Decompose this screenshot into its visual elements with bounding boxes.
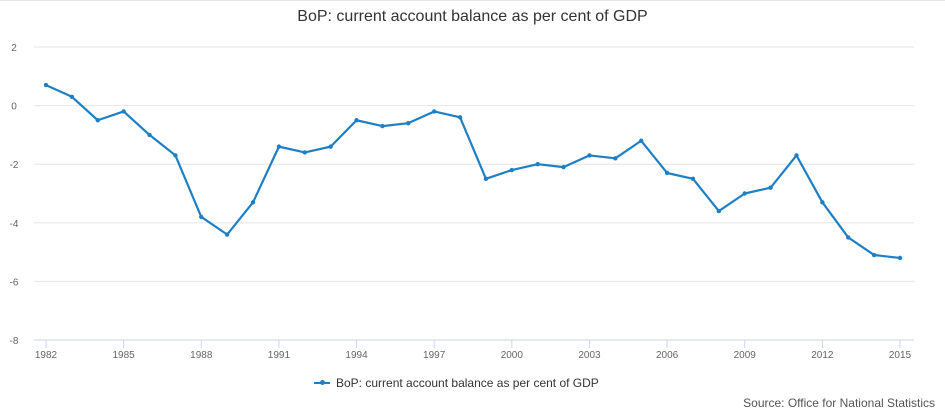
data-point[interactable]: [509, 167, 515, 173]
legend-item[interactable]: BoP: current account balance as per cent…: [314, 376, 599, 390]
data-point[interactable]: [664, 170, 670, 176]
data-point[interactable]: [121, 109, 126, 114]
x-tick-label: 2009: [734, 350, 757, 361]
data-point[interactable]: [768, 185, 773, 190]
x-tick-label: 1997: [423, 350, 446, 361]
data-point[interactable]: [846, 235, 851, 240]
y-tick-label: -4: [10, 219, 19, 230]
source-credit: Source: Office for National Statistics: [743, 396, 935, 410]
x-tick-label: 1988: [190, 350, 213, 361]
gridlines: [34, 46, 914, 282]
x-tick-label: 2012: [811, 350, 834, 361]
data-point[interactable]: [224, 232, 230, 237]
data-point[interactable]: [302, 150, 307, 155]
data-point[interactable]: [276, 144, 282, 149]
data-point[interactable]: [587, 153, 592, 158]
x-tick-label: 1982: [35, 350, 58, 361]
y-tick-label: 2: [11, 43, 17, 54]
data-point[interactable]: [457, 115, 463, 120]
x-tick-label: 2015: [889, 350, 912, 361]
x-tick-label: 2006: [656, 350, 679, 361]
legend-label: BoP: current account balance as per cent…: [336, 376, 599, 390]
chart-title: BoP: current account balance as per cent…: [297, 8, 648, 25]
y-tick-label: -2: [10, 160, 19, 171]
series-line: [45, 84, 901, 260]
data-point[interactable]: [43, 82, 49, 88]
data-point[interactable]: [690, 176, 696, 182]
legend-line-marker-icon: [314, 378, 330, 388]
data-point[interactable]: [794, 153, 799, 158]
data-point[interactable]: [431, 109, 437, 114]
x-tick-label: 1985: [113, 350, 136, 361]
x-axis: 1982 1985 1988 1991 1994 1997 2000 2003 2006 2009…: [34, 339, 914, 361]
x-tick-label: 1994: [345, 350, 368, 361]
data-point[interactable]: [328, 144, 333, 149]
data-point[interactable]: [820, 200, 825, 205]
y-tick-label: -8: [10, 336, 19, 347]
series-layer: [43, 82, 903, 261]
data-point[interactable]: [483, 176, 489, 182]
x-tick-label: 2003: [578, 350, 601, 361]
data-point[interactable]: [613, 156, 618, 161]
y-tick-label: -6: [10, 277, 19, 288]
data-point[interactable]: [380, 123, 385, 129]
y-axis-ticks: 2 0 -2 -4 -6 -8: [10, 43, 19, 347]
data-point[interactable]: [250, 200, 256, 205]
data-point[interactable]: [639, 138, 644, 143]
data-point[interactable]: [897, 255, 903, 261]
data-point[interactable]: [173, 153, 178, 158]
data-point[interactable]: [871, 252, 877, 258]
data-point[interactable]: [535, 162, 540, 167]
data-point[interactable]: [742, 191, 747, 196]
data-point[interactable]: [147, 132, 152, 138]
data-point[interactable]: [354, 118, 359, 123]
data-point[interactable]: [406, 120, 411, 126]
data-point[interactable]: [69, 94, 75, 100]
x-tick-label: 2000: [501, 350, 524, 361]
data-point[interactable]: [561, 164, 566, 170]
x-tick-label: 1991: [268, 350, 291, 361]
top-border: [0, 0, 945, 1]
y-tick-label: 0: [11, 102, 17, 113]
data-point[interactable]: [95, 118, 100, 123]
data-point[interactable]: [716, 208, 722, 214]
data-point[interactable]: [199, 214, 204, 220]
